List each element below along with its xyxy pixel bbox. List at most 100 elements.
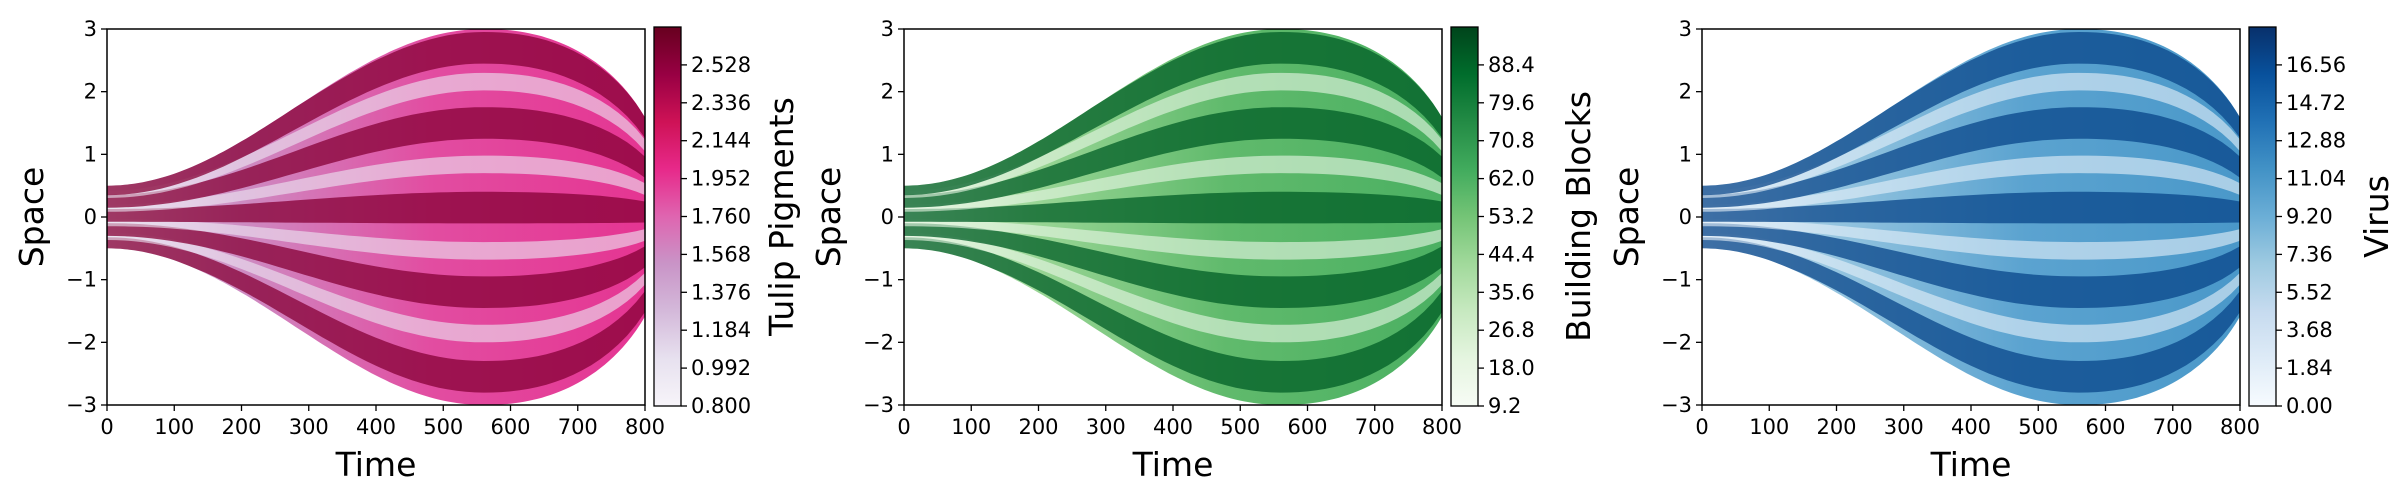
y-tick-label: −2: [863, 330, 894, 354]
x-tick-label: 200: [1816, 415, 1856, 439]
colorbar-tick-label: 1.952: [691, 167, 751, 191]
heatmap-band-high: [107, 237, 645, 393]
y-axis-label: Space: [809, 167, 848, 268]
colorbar-tick-label: 18.0: [1488, 356, 1535, 380]
colorbar-tick-label: 1.184: [691, 318, 751, 342]
y-tick-label: 3: [84, 17, 97, 41]
y-tick-label: −3: [66, 393, 97, 417]
heatmap-band-high: [904, 223, 1442, 308]
colorbar-tick-label: 70.8: [1488, 129, 1535, 153]
colorbar-tick-label: 12.88: [2286, 129, 2346, 153]
heatmap-band-high: [107, 107, 645, 208]
x-tick-label: 800: [625, 415, 665, 439]
panel-virus: 0 100 200 300 400 500 600 700 800 3 2 1 0 −1 −2 −3 Tim…: [1607, 17, 2396, 484]
colorbar-tick-label: 53.2: [1488, 205, 1535, 229]
x-tick-label: 300: [289, 415, 329, 439]
y-tick-label: 0: [1679, 205, 1692, 229]
x-tick-label: 100: [154, 415, 194, 439]
colorbar-tick-label: 79.6: [1488, 91, 1535, 115]
x-tick-label: 700: [558, 415, 598, 439]
x-tick-label: 400: [1153, 415, 1193, 439]
colorbar-tick-label: 1.376: [691, 280, 751, 304]
y-axis-label: Space: [1607, 167, 1646, 268]
y-tick-label: −2: [1661, 330, 1692, 354]
colorbar-tick-label: 0.800: [691, 394, 751, 418]
x-tick-label: 200: [221, 415, 261, 439]
heatmap-band-high: [1702, 32, 2240, 196]
x-tick-label: 0: [1695, 415, 1708, 439]
y-tick-label: 1: [84, 142, 97, 166]
x-tick-label: 600: [2085, 415, 2125, 439]
x-tick-label: 100: [1749, 415, 1789, 439]
x-tick-label: 600: [1287, 415, 1327, 439]
colorbar-ticks: 16.56 14.72 12.88 11.04 9.20 7.36 5.52 3.68 1.84…: [2276, 53, 2346, 418]
panel-tulip-pigments: 0 100 200 300 400 500 600 700 800 3 2 1 0 −1 −2 −3 Tim…: [12, 17, 801, 484]
x-tick-label: 700: [2153, 415, 2193, 439]
colorbar-building-blocks: [1450, 26, 1479, 407]
heatmap-band-low: [1702, 155, 2240, 212]
heatmap-band-low: [107, 232, 645, 343]
x-axis-label: Time: [1930, 445, 2012, 484]
y-tick-label: 3: [881, 17, 894, 41]
y-axis-ticks: 3 2 1 0 −1 −2 −3: [66, 17, 107, 417]
x-tick-label: 600: [490, 415, 530, 439]
colorbar-tick-label: 26.8: [1488, 318, 1535, 342]
panel-building-blocks: 0 100 200 300 400 500 600 700 800 3 2 1 0 −1 −2 −3 Tim…: [809, 17, 1598, 484]
heatmap-virus: [1702, 29, 2240, 405]
heatmap-band-low: [1702, 219, 2240, 260]
x-tick-label: 300: [1086, 415, 1126, 439]
y-tick-label: 2: [84, 80, 97, 104]
colorbar-tick-label: 11.04: [2286, 167, 2346, 191]
x-axis-label: Time: [1132, 445, 1214, 484]
colorbar-tick-label: 0.992: [691, 356, 751, 380]
colorbar-tick-label: 3.68: [2286, 318, 2333, 342]
colorbar-tick-label: 7.36: [2286, 242, 2333, 266]
heatmap-band-low: [904, 155, 1442, 212]
colorbar-tick-label: 1.760: [691, 205, 751, 229]
colorbar-tick-label: 0.00: [2286, 394, 2333, 418]
colorbar-tick-label: 35.6: [1488, 280, 1535, 304]
y-tick-label: −2: [66, 330, 97, 354]
y-axis-ticks: 3 2 1 0 −1 −2 −3: [1661, 17, 1702, 417]
colorbar-gradient: [1450, 26, 1479, 407]
colorbar-tick-label: 9.2: [1488, 394, 1521, 418]
colorbar-gradient: [2248, 26, 2277, 407]
colorbar-tick-label: 1.568: [691, 242, 751, 266]
heatmap-band-high: [1702, 223, 2240, 308]
heatmap-tulip-pigments: [107, 29, 645, 405]
heatmap-band-high: [1702, 107, 2240, 208]
colorbar-tick-label: 5.52: [2286, 280, 2333, 304]
y-tick-label: −1: [863, 268, 894, 292]
heatmap-band-low: [107, 219, 645, 260]
x-axis-ticks: 0 100 200 300 400 500 600 700 800: [100, 405, 665, 439]
heatmap-band-low: [1702, 72, 2240, 198]
y-tick-label: 2: [1679, 80, 1692, 104]
colorbar-label: Tulip Pigments: [762, 97, 801, 337]
y-tick-label: 1: [1679, 142, 1692, 166]
heatmap-band-low: [904, 232, 1442, 343]
heatmap-band-high: [904, 191, 1442, 224]
y-tick-label: 1: [881, 142, 894, 166]
heatmap-band-high: [1702, 191, 2240, 224]
colorbar-tulip-pigments: [653, 26, 682, 407]
heatmap-band-high: [107, 223, 645, 308]
y-tick-label: −1: [66, 268, 97, 292]
x-tick-label: 400: [356, 415, 396, 439]
colorbar-tick-label: 2.336: [691, 91, 751, 115]
colorbar-tick-label: 88.4: [1488, 53, 1535, 77]
heatmap-domain: [1702, 29, 2240, 405]
colorbar-tick-label: 62.0: [1488, 167, 1535, 191]
x-tick-label: 500: [423, 415, 463, 439]
x-tick-label: 800: [1422, 415, 1462, 439]
y-tick-label: −1: [1661, 268, 1692, 292]
heatmap-band-high: [107, 32, 645, 196]
x-axis-ticks: 0 100 200 300 400 500 600 700 800: [897, 405, 1462, 439]
colorbar-tick-label: 44.4: [1488, 242, 1535, 266]
x-tick-label: 500: [2018, 415, 2058, 439]
y-tick-label: 0: [84, 205, 97, 229]
heatmap-building-blocks: [904, 29, 1442, 405]
x-tick-label: 0: [897, 415, 910, 439]
heatmap-band-low: [107, 72, 645, 198]
colorbar-label: Building Blocks: [1559, 91, 1598, 342]
